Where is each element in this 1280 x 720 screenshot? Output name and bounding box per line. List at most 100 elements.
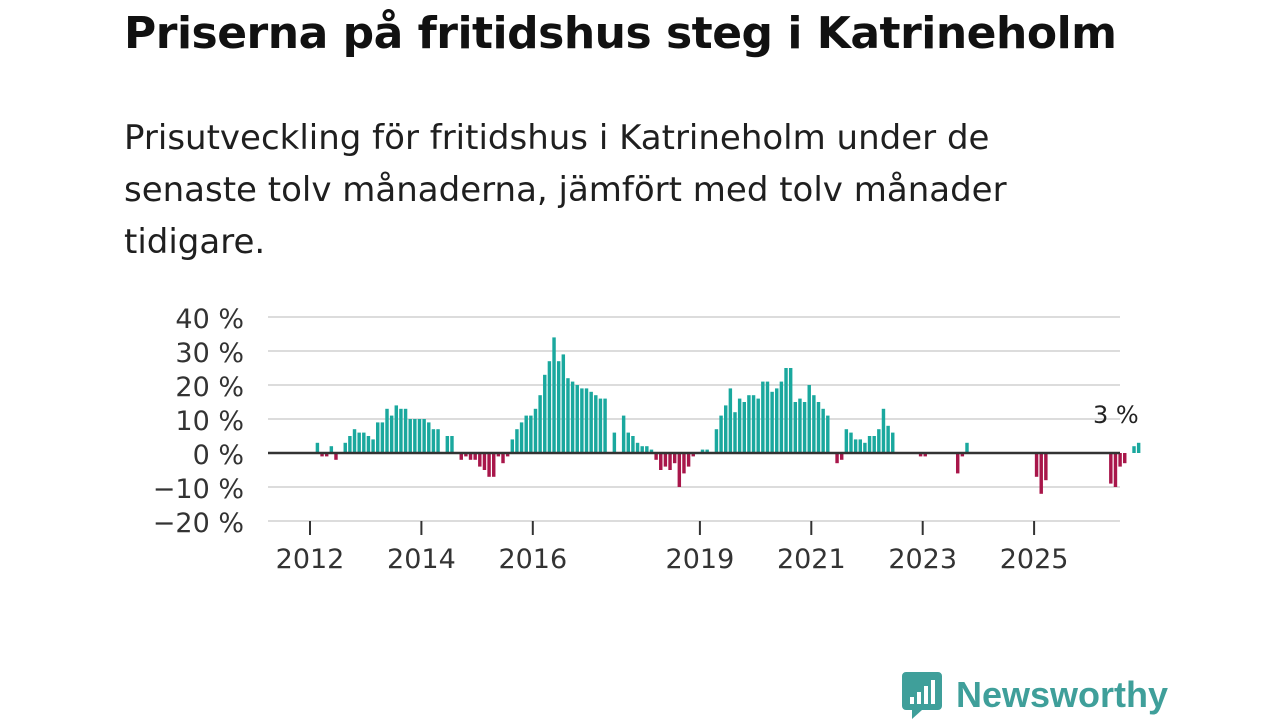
annotations: 3 % — [1093, 401, 1139, 429]
bar — [886, 425, 890, 453]
bar — [960, 453, 965, 457]
bar — [352, 429, 357, 453]
x-tick-label: 2014 — [387, 544, 456, 575]
newsworthy-brand[interactable]: Newsworthy — [902, 670, 1168, 720]
bar — [798, 398, 802, 453]
bar — [315, 442, 320, 453]
x-tick-label: 2012 — [276, 544, 345, 575]
bars — [268, 337, 1141, 494]
bar — [445, 436, 450, 453]
bar — [649, 449, 654, 453]
bar — [417, 419, 422, 453]
bar — [770, 391, 774, 453]
bar — [524, 415, 528, 453]
bar — [556, 361, 561, 453]
bar — [761, 381, 765, 453]
bar — [464, 453, 468, 457]
y-tick-label: 20 % — [175, 372, 244, 403]
bar — [1136, 442, 1141, 453]
bar — [779, 381, 784, 453]
bar — [705, 449, 709, 453]
x-axis: 2012 2014 2016 2019 2021 2023 2025 — [276, 521, 1069, 575]
bar — [487, 453, 491, 477]
bar — [552, 337, 556, 453]
bar — [724, 405, 728, 453]
bar — [529, 415, 533, 453]
bar — [505, 453, 510, 457]
bar — [835, 453, 839, 464]
bar — [965, 442, 969, 453]
bar — [1113, 453, 1118, 487]
newsworthy-logo-icon — [902, 672, 942, 719]
bar — [380, 422, 385, 453]
y-tick-label: 40 % — [175, 304, 244, 335]
bar — [589, 391, 593, 453]
bar — [603, 398, 607, 453]
bar — [413, 419, 417, 453]
x-tick-label: 2025 — [1000, 544, 1069, 575]
y-axis: −20 %−10 %0 %10 %20 %30 %40 % — [153, 304, 244, 539]
bar — [450, 436, 454, 453]
bar — [459, 453, 463, 460]
bar — [923, 453, 927, 457]
bar — [747, 395, 751, 453]
bar — [394, 405, 399, 453]
bar — [816, 402, 821, 453]
grid-lines — [268, 316, 1120, 522]
bar — [714, 429, 719, 453]
bar — [955, 453, 960, 474]
bar — [385, 408, 389, 453]
bar — [482, 453, 487, 470]
bar — [366, 436, 371, 453]
bar — [324, 453, 329, 457]
bar — [756, 398, 760, 453]
brand-name: Newsworthy — [956, 674, 1169, 715]
bar — [844, 429, 849, 453]
y-tick-label: −10 % — [153, 474, 244, 505]
bar — [570, 381, 575, 453]
chart-title: Priserna på fritidshus steg i Katrinehol… — [124, 8, 1117, 59]
y-tick-label: 30 % — [175, 338, 244, 369]
bar — [863, 442, 867, 453]
bar — [663, 453, 668, 467]
bar — [320, 453, 324, 457]
bar — [547, 361, 552, 453]
bar — [510, 439, 515, 453]
bar — [877, 429, 881, 453]
y-tick-label: 0 % — [193, 440, 244, 471]
bar — [826, 415, 830, 453]
bar — [645, 446, 649, 453]
bar — [427, 422, 431, 453]
bar — [1044, 453, 1048, 481]
bar — [802, 402, 807, 453]
bar — [334, 453, 338, 460]
bar — [1034, 453, 1039, 477]
bar — [1109, 453, 1113, 484]
bar — [891, 432, 895, 453]
bar — [872, 436, 876, 453]
bar — [784, 368, 788, 453]
bar — [348, 436, 352, 453]
bar — [580, 388, 584, 453]
bar — [853, 439, 858, 453]
bar — [728, 388, 733, 453]
bar — [1039, 453, 1043, 494]
bar — [849, 432, 853, 453]
bar — [1132, 446, 1136, 453]
bar — [473, 453, 477, 460]
bar — [389, 415, 394, 453]
bar — [584, 388, 589, 453]
bar — [501, 453, 505, 464]
bar — [858, 439, 862, 453]
bar — [357, 432, 361, 453]
bar — [635, 442, 640, 453]
bar — [742, 402, 746, 453]
bar — [492, 453, 496, 477]
bar — [329, 446, 334, 453]
bar — [538, 395, 542, 453]
bar — [519, 422, 524, 453]
bar — [468, 453, 473, 460]
bar — [700, 449, 705, 453]
bar — [598, 398, 603, 453]
